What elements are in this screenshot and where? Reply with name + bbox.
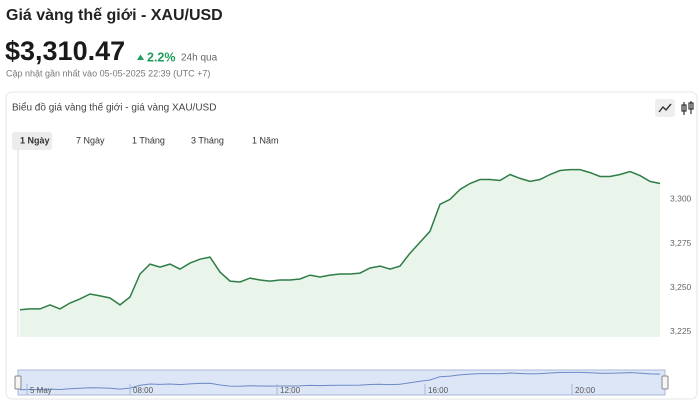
navigator[interactable] — [17, 369, 666, 396]
navigator-handle[interactable] — [14, 375, 22, 390]
y-tick-label: 3,275 — [670, 238, 692, 248]
navigator-line — [19, 371, 661, 391]
range-tabs: 1 Ngày 7 Ngày 1 Tháng 3 Tháng 1 Năm — [12, 132, 279, 150]
y-tick-label: 3,250 — [670, 282, 692, 292]
tab-label: 1 Ngày — [20, 135, 50, 145]
change-period: 24h qua — [181, 53, 218, 64]
navigator-label: 20:00 — [575, 386, 596, 395]
candle-button[interactable] — [681, 101, 694, 115]
line-icon — [658, 103, 672, 113]
area-fill — [20, 169, 660, 337]
range-tab[interactable]: 1 Tháng — [132, 135, 165, 145]
chart-title: Biểu đồ giá vàng thế giới - giá vàng XAU… — [12, 102, 216, 114]
navigator-label: 12:00 — [280, 386, 301, 395]
tab-label: 7 Ngày — [76, 135, 105, 145]
line-chart-button[interactable] — [655, 99, 675, 117]
tab-background — [12, 132, 52, 150]
chart: 3,225 3,250 3,275 3,300 5 May 08:00 12:00 16:00… — [14, 150, 692, 396]
navigator-label: 5 May — [30, 386, 52, 395]
navigator-label: 08:00 — [133, 386, 154, 395]
range-tab[interactable]: 3 Tháng — [191, 135, 224, 145]
tab-label: 3 Tháng — [191, 135, 224, 145]
range-tab[interactable]: 7 Ngày — [76, 135, 105, 145]
tab-label: 1 Năm — [252, 135, 279, 145]
tab-label: 1 Tháng — [132, 135, 165, 145]
up-arrow — [137, 54, 144, 60]
range-tab[interactable]: 1 Ngày — [12, 132, 52, 150]
y-tick-label: 3,225 — [670, 326, 692, 336]
page-title: Giá vàng thế giới - XAU/USD — [6, 7, 223, 24]
range-tab[interactable]: 1 Năm — [252, 135, 279, 145]
navigator-handle[interactable] — [661, 375, 669, 390]
navigator-label: 16:00 — [428, 386, 449, 395]
price-line — [19, 168, 661, 311]
y-tick-label: 3,300 — [670, 194, 692, 204]
price-change: 2.2% — [147, 50, 176, 64]
updated-time: Cập nhật gần nhất vào 05-05-2025 22:39 (… — [6, 68, 210, 78]
price: $3,310.47 — [5, 36, 125, 66]
